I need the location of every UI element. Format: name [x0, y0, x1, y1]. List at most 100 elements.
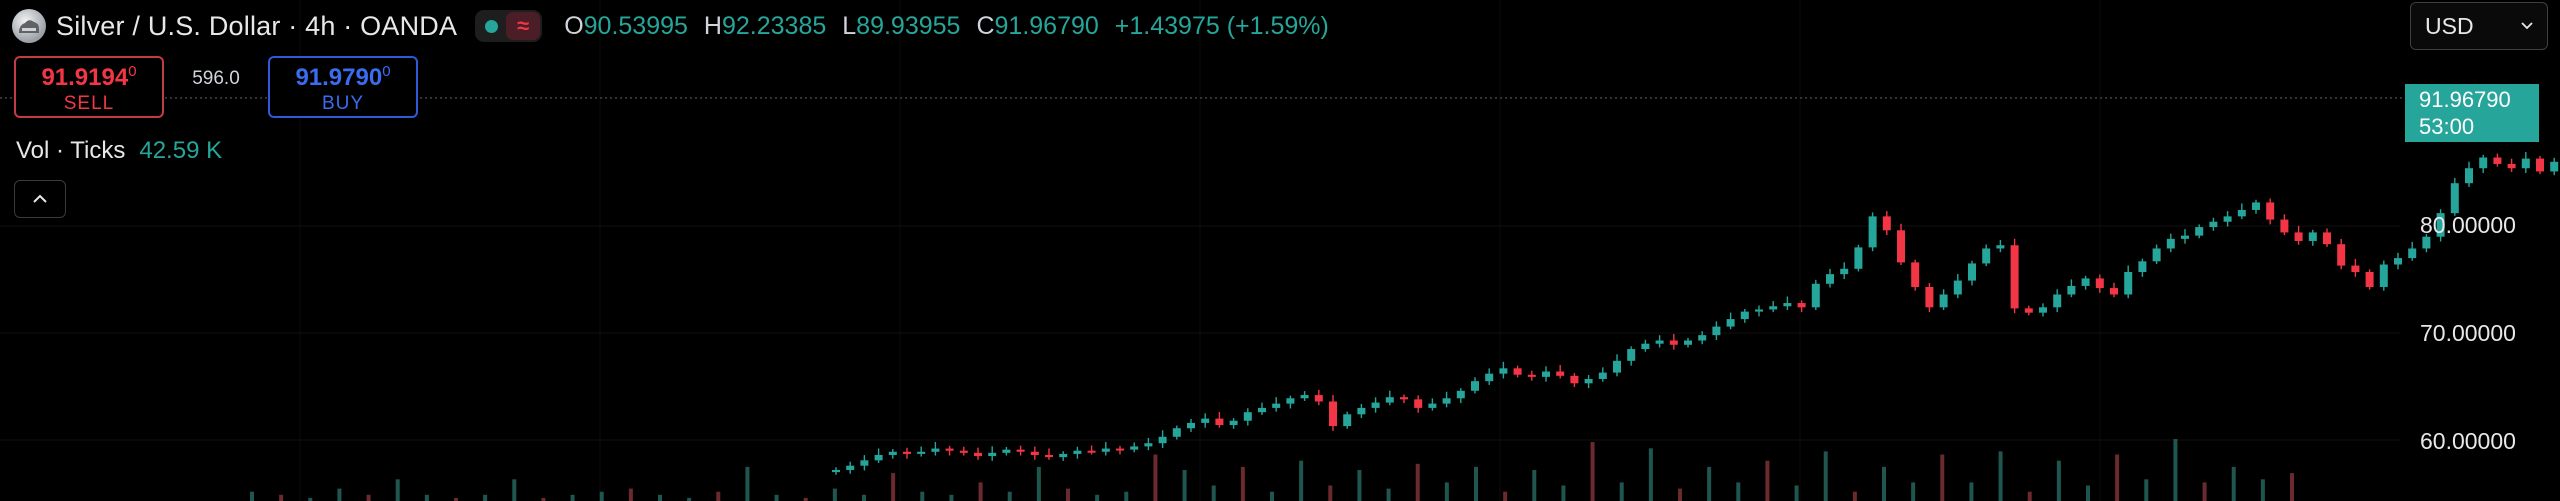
chevron-up-icon	[33, 194, 47, 203]
candle-body	[2095, 278, 2104, 289]
market-status[interactable]: ≈	[475, 10, 543, 42]
candle-body	[1456, 390, 1465, 399]
volume-bar	[337, 488, 342, 501]
candle-body	[1641, 343, 1650, 350]
volume-bar	[483, 494, 488, 501]
candle-body	[2266, 202, 2275, 220]
candle-body	[2394, 258, 2402, 265]
volume-bar	[949, 494, 954, 501]
candle-body	[1045, 454, 1053, 458]
candle-body	[1158, 436, 1167, 444]
volume-bar	[1066, 488, 1070, 501]
candle-body	[1442, 398, 1451, 404]
candle-body	[1172, 428, 1181, 437]
volume-bar	[454, 497, 458, 501]
candle-body	[2408, 248, 2417, 259]
candle-body	[1542, 371, 1550, 377]
candle-body	[2209, 221, 2218, 228]
candle-body	[931, 448, 940, 452]
volume-bar	[1444, 482, 1449, 501]
candle-body	[1939, 294, 1948, 308]
candle-body	[1712, 326, 1721, 336]
volume-bar	[2144, 479, 2149, 501]
candle-body	[2053, 294, 2062, 308]
candle-body	[1016, 449, 1025, 452]
buy-button[interactable]: 91.97900 BUY	[268, 56, 418, 118]
silver-logo-icon[interactable]	[12, 9, 46, 43]
candle-body	[1471, 381, 1479, 391]
candle-body	[2465, 168, 2473, 184]
candle-body	[1684, 340, 1692, 345]
candle-body	[2081, 278, 2090, 286]
volume-bar	[1911, 482, 1916, 501]
candle-body	[2365, 272, 2374, 287]
candle-body	[1811, 283, 1820, 308]
volume-bar	[1998, 451, 2003, 501]
candle-body	[2124, 272, 2133, 295]
candle-body	[1854, 247, 1863, 269]
candle-body	[2252, 202, 2260, 210]
candle-body	[974, 452, 982, 457]
candle-body	[1400, 397, 1408, 400]
candle-body	[1882, 216, 1891, 231]
volume-bar	[658, 494, 662, 501]
candle-body	[1584, 379, 1593, 384]
volume-bar	[1765, 460, 1770, 501]
volume-bar	[1503, 491, 1508, 501]
volume-bar	[1532, 470, 1537, 501]
current-price-label: 91.96790 53:00	[2405, 84, 2539, 142]
buy-label: BUY	[321, 93, 365, 114]
currency-value: USD	[2425, 12, 2474, 39]
candle-body	[888, 451, 897, 455]
sell-price-pip: 0	[128, 63, 137, 80]
candle-body	[1740, 311, 1749, 320]
candle-body	[1002, 449, 1011, 453]
candle-body	[1556, 371, 1565, 376]
price-axis-tick: 60.00000	[2420, 428, 2516, 454]
candle-body	[1243, 412, 1252, 421]
volume-bar	[891, 473, 896, 501]
volume-bar	[745, 466, 750, 501]
low-value: 89.93955	[856, 11, 961, 40]
volume-bar	[1357, 470, 1362, 501]
candle-body	[2507, 163, 2516, 169]
candle-body	[2351, 265, 2360, 273]
candle-body	[2379, 264, 2388, 287]
candle-body	[2138, 261, 2147, 273]
high-value: 92.23385	[721, 11, 827, 40]
candle-body	[1144, 443, 1153, 447]
volume-bar	[1474, 466, 1478, 501]
bar-countdown: 53:00	[2419, 114, 2475, 139]
open-value: 90.53995	[583, 11, 688, 40]
candle-body	[2181, 235, 2189, 239]
delayed-data-icon: ≈	[506, 12, 541, 40]
price-axis-tick: 70.00000	[2420, 320, 2516, 346]
volume-bar	[366, 494, 371, 501]
volume-bar	[1707, 466, 1712, 501]
volume-bar	[308, 497, 313, 501]
candle-body	[2536, 158, 2544, 172]
currency-select[interactable]: USD	[2410, 2, 2548, 50]
candle-body	[1655, 340, 1664, 344]
candle-body	[1201, 418, 1210, 423]
candle-body	[2110, 288, 2118, 295]
volume-bar	[2086, 485, 2090, 501]
volume-bar	[424, 494, 429, 501]
candle-body	[2010, 245, 2019, 309]
candle-body	[2450, 183, 2459, 214]
volume-label: Vol · Ticks	[16, 137, 126, 164]
volume-bar	[2115, 454, 2120, 501]
symbol-title[interactable]: Silver / U.S. Dollar · 4h · OANDA	[56, 10, 458, 41]
volume-value: 42.59 K	[139, 137, 223, 164]
volume-bar	[920, 491, 925, 501]
candle-body	[945, 448, 954, 451]
volume-bar	[2231, 466, 2236, 501]
sell-button[interactable]: 91.91940 SELL	[14, 56, 164, 118]
price-axis-tick: 80.00000	[2420, 212, 2516, 238]
candle-body	[2323, 232, 2331, 245]
volume-legend[interactable]: Vol · Ticks 42.59 K	[16, 137, 222, 165]
collapse-legend-button[interactable]	[14, 180, 66, 218]
candle-body	[2521, 158, 2530, 169]
volume-bar	[2290, 473, 2294, 501]
change-value: +1.43975 (+1.59%)	[1114, 11, 1329, 40]
